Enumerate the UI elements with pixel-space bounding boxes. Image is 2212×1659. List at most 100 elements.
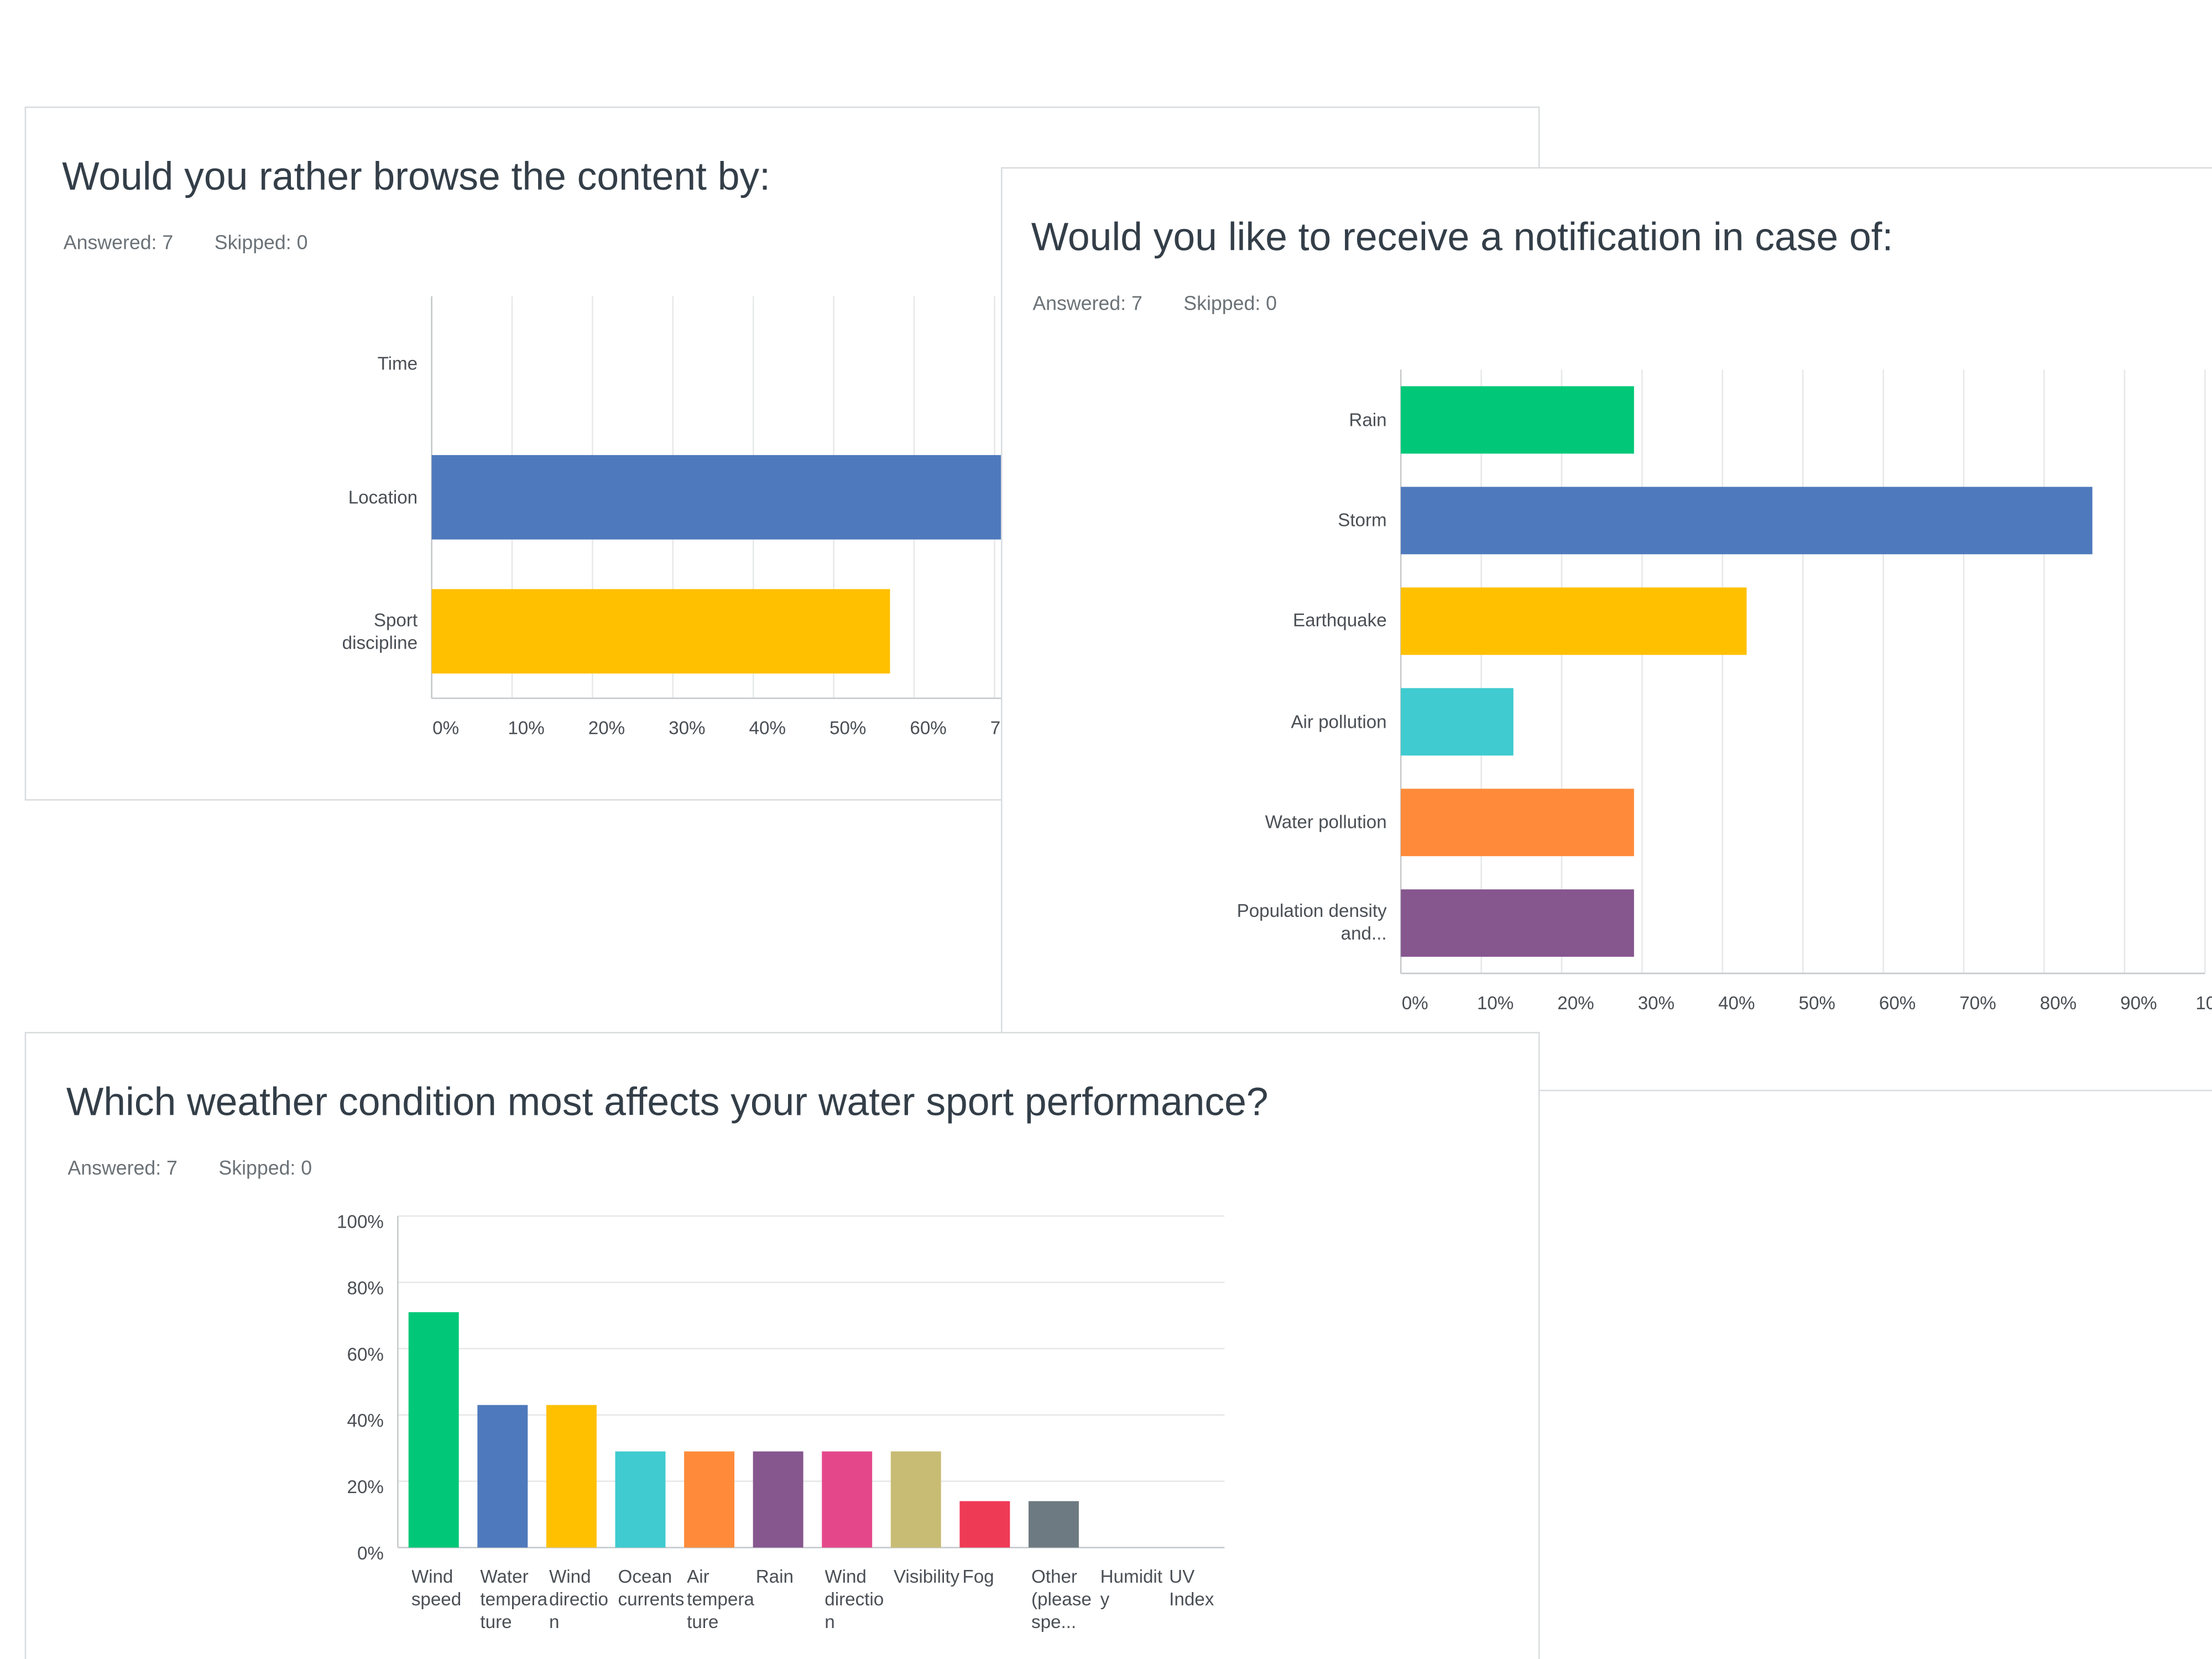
x-tick-label: 70%: [1959, 993, 1996, 1014]
category-label-wrap: Location: [312, 430, 418, 564]
category-label: UV Index: [1169, 1566, 1214, 1610]
bar: [615, 1451, 666, 1548]
category-label-box: Water pollution: [1229, 772, 1387, 873]
category-label: Rain: [755, 1566, 794, 1587]
skipped-count: Skipped: 0: [218, 1157, 312, 1179]
y-tick-label: 80%: [347, 1278, 384, 1298]
bar: [1401, 587, 1747, 655]
x-tick-label: 80%: [2040, 993, 2077, 1014]
category-label-wrap: Water pollution: [1229, 772, 1387, 873]
x-tick-label: 30%: [669, 718, 705, 739]
category-label-box: Population density and...: [1229, 873, 1387, 973]
category-label-wrap: Fog: [962, 1566, 1031, 1659]
y-tick-label: 100%: [337, 1212, 384, 1233]
category-label: Earthquake: [1293, 609, 1387, 632]
x-tick-label: 90%: [2120, 993, 2157, 1014]
category-label: Location: [348, 486, 418, 508]
category-label-box: Storm: [1338, 509, 1387, 531]
category-label-wrap: Rain: [1229, 369, 1386, 470]
category-label-box: UV Index: [1169, 1566, 1238, 1659]
category-label-box: Other (please spe...: [1031, 1566, 1100, 1659]
bar: [684, 1451, 734, 1548]
bar: [959, 1501, 1010, 1548]
x-tick-label: 40%: [749, 718, 786, 739]
category-label-wrap: Ocean currents: [618, 1566, 687, 1659]
y-tick-label: 0%: [357, 1543, 384, 1564]
category-label: Fog: [962, 1566, 994, 1587]
question-title: Would you rather browse the content by:: [62, 154, 770, 199]
category-label-wrap: Water temperature: [480, 1566, 549, 1659]
bar: [890, 1451, 941, 1548]
bar: [1401, 789, 1634, 857]
category-label-wrap: Sport discipline: [312, 564, 418, 698]
category-label-wrap: Air pollution: [1229, 671, 1386, 772]
category-label: Air temperature: [687, 1566, 754, 1632]
bar: [431, 589, 890, 674]
category-label-box: Rain: [1229, 369, 1386, 470]
x-tick-label: 20%: [588, 718, 625, 739]
bar: [1401, 386, 1634, 454]
category-label-box: Air pollution: [1229, 671, 1386, 772]
bar: [822, 1451, 873, 1548]
answered-count: Answered: 7: [67, 1157, 177, 1179]
category-label: Wind direction: [825, 1566, 884, 1632]
category-label-wrap: Wind direction: [825, 1566, 894, 1659]
category-label-wrap: Humidity: [1100, 1566, 1170, 1659]
category-label: Wind direction: [549, 1566, 608, 1632]
category-label: Ocean currents: [618, 1566, 685, 1610]
category-label: Humidity: [1100, 1566, 1163, 1610]
question-title: Which weather condition most affects you…: [66, 1079, 1269, 1124]
category-label-wrap: Visibility: [894, 1566, 963, 1659]
category-label: Time: [377, 352, 418, 373]
x-tick-label: 10%: [508, 718, 544, 739]
answered-count: Answered: 7: [1032, 292, 1142, 314]
y-tick-label: 40%: [347, 1411, 384, 1431]
x-tick-label: 50%: [1799, 993, 1835, 1014]
category-label-wrap: Rain: [756, 1566, 825, 1659]
category-label-wrap: Population density and...: [1229, 873, 1387, 973]
category-label-wrap: Earthquake: [1229, 571, 1387, 671]
category-label-box: Air temperature: [687, 1566, 754, 1632]
category-label: Visibility: [893, 1566, 960, 1587]
category-label-box: Earthquake: [1229, 571, 1387, 671]
category-label-box: Visibility: [894, 1566, 963, 1659]
x-tick-label: 60%: [1879, 993, 1916, 1014]
category-label: Sport discipline: [342, 608, 418, 653]
category-label-wrap: Wind speed: [411, 1566, 481, 1659]
bar: [408, 1312, 459, 1548]
category-label-box: Humidity: [1100, 1566, 1170, 1659]
category-label-wrap: Wind direction: [549, 1566, 618, 1659]
x-tick-label: 0%: [432, 718, 459, 739]
bar: [431, 455, 1003, 540]
bar: [1401, 688, 1514, 756]
bar: [477, 1405, 528, 1548]
category-label-box: Sport discipline: [312, 564, 418, 698]
x-tick-label: 60%: [910, 718, 946, 739]
category-label-box: Water temperature: [480, 1566, 549, 1659]
category-label-wrap: UV Index: [1169, 1566, 1238, 1659]
category-label: Water pollution: [1265, 811, 1387, 833]
survey-panel: Would you like to receive a notification…: [1000, 167, 2212, 1092]
y-tick-label: 20%: [347, 1477, 384, 1498]
category-label-wrap: Time: [312, 296, 418, 430]
question-title: Would you like to receive a notification…: [1031, 215, 1893, 259]
skipped-count: Skipped: 0: [1183, 292, 1277, 314]
category-label-wrap: Other (please spe...: [1031, 1566, 1100, 1659]
category-label-box: Time: [312, 296, 418, 430]
bar: [546, 1405, 597, 1548]
category-label-box: Ocean currents: [618, 1566, 687, 1659]
x-tick-label: 0%: [1402, 993, 1428, 1014]
category-label-box: Wind direction: [549, 1566, 618, 1659]
category-label-box: Rain: [756, 1566, 825, 1659]
bar: [1401, 487, 2093, 555]
category-label-box: Wind speed: [411, 1566, 481, 1659]
survey-panel: Which weather condition most affects you…: [24, 1032, 1540, 1659]
category-label-box: Wind direction: [825, 1566, 894, 1659]
x-tick-label: 40%: [1718, 993, 1755, 1014]
bar: [1401, 889, 1634, 957]
category-label: Population density and...: [1237, 900, 1387, 945]
bar: [753, 1451, 804, 1548]
category-label: Storm: [1338, 509, 1387, 531]
answered-count: Answered: 7: [64, 232, 173, 254]
